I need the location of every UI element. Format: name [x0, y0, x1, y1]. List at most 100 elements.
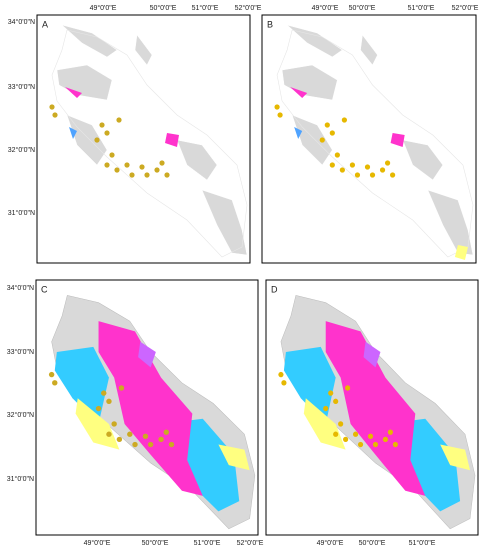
map-panel: B: [261, 14, 477, 264]
site-dot: [164, 172, 170, 178]
site-dot: [52, 112, 58, 118]
map-panel: D: [265, 279, 479, 536]
region: [360, 34, 378, 66]
zone-pink: [98, 321, 203, 496]
site-dot: [341, 117, 347, 123]
site-dot: [328, 390, 334, 396]
site-dot: [354, 172, 361, 178]
site-dot: [104, 130, 110, 136]
site-dot: [142, 433, 149, 439]
site-dot: [333, 398, 339, 405]
site-dot: [352, 431, 359, 437]
site-dot: [349, 162, 356, 168]
site-dot: [132, 441, 138, 448]
site-dot: [116, 117, 122, 123]
site-dot: [129, 172, 135, 178]
site-dot: [154, 167, 160, 173]
site-dot: [159, 160, 165, 166]
zone-pink: [325, 321, 426, 496]
site-dot: [94, 137, 100, 143]
region: [286, 24, 343, 58]
zone-yellow: [440, 444, 471, 471]
site-dot: [118, 385, 125, 391]
panel-frame: [36, 14, 251, 264]
panel-frame: [35, 279, 259, 536]
site-dot: [52, 380, 58, 386]
longitude-label: 49°0'0"E: [90, 4, 117, 12]
site-dot: [387, 429, 394, 435]
site-dot: [111, 421, 117, 427]
longitude-label: 50°0'0"E: [349, 4, 376, 12]
region: [61, 24, 118, 58]
latitude-label: 33°0'0"N: [7, 348, 34, 356]
site-dot: [147, 441, 154, 448]
site-dot: [49, 104, 55, 110]
zone-blue: [283, 346, 336, 424]
map-content: [48, 295, 256, 530]
site-dot: [48, 371, 55, 378]
hotspot: [65, 87, 82, 98]
site-dot: [372, 441, 379, 448]
region: [281, 64, 338, 101]
map-content: [274, 24, 474, 260]
site-dot: [364, 164, 371, 170]
region: [427, 189, 474, 256]
map-content: [278, 295, 476, 530]
region: [402, 139, 444, 181]
latitude-label: 34°0'0"N: [7, 284, 34, 292]
site-dot: [124, 162, 130, 168]
site-dot: [339, 167, 345, 173]
region: [56, 64, 113, 101]
site-dot: [323, 405, 329, 412]
site-dot: [95, 405, 102, 412]
site-dot: [101, 390, 107, 396]
latitude-label: 33°0'0"N: [8, 83, 35, 91]
site-dot: [163, 429, 169, 435]
hotspot: [69, 127, 77, 139]
panel-label: B: [267, 19, 273, 29]
site-dot: [369, 172, 376, 178]
site-dot: [384, 160, 391, 166]
site-dot: [114, 167, 120, 173]
site-dot: [343, 436, 349, 443]
longitude-label: 49°0'0"E: [317, 539, 344, 547]
site-dot: [99, 122, 105, 128]
map-panel: A: [36, 14, 251, 264]
site-dot: [168, 441, 175, 448]
longitude-label: 52°0'0"E: [235, 4, 262, 12]
map-content: [49, 24, 248, 258]
site-dot: [329, 130, 335, 136]
site-dot: [319, 137, 325, 143]
site-dot: [144, 172, 150, 178]
longitude-label: 50°0'0"E: [142, 539, 169, 547]
site-dot: [392, 441, 398, 448]
longitude-label: 51°0'0"E: [409, 539, 436, 547]
site-dot: [324, 122, 330, 128]
latitude-label: 32°0'0"N: [8, 146, 35, 154]
region: [66, 114, 108, 166]
panel-label: D: [271, 284, 278, 294]
site-dot: [109, 152, 115, 158]
site-dot: [382, 436, 389, 443]
panel-label: C: [41, 284, 48, 294]
site-dot: [367, 433, 374, 439]
latitude-label: 32°0'0"N: [7, 411, 34, 419]
latitude-label: 34°0'0"N: [8, 18, 35, 26]
hotspot: [454, 245, 468, 260]
region: [134, 34, 153, 66]
latitude-label: 31°0'0"N: [7, 475, 34, 483]
site-dot: [281, 380, 287, 386]
site-dot: [379, 167, 386, 173]
site-dot: [334, 152, 340, 158]
longitude-label: 52°0'0"E: [237, 539, 264, 547]
longitude-label: 51°0'0"E: [194, 539, 221, 547]
site-dot: [274, 104, 280, 110]
longitude-label: 49°0'0"E: [312, 4, 339, 12]
region: [176, 139, 218, 181]
hotspot: [390, 133, 405, 147]
panel-frame: [265, 279, 479, 536]
hotspot: [294, 127, 303, 139]
site-dot: [139, 164, 145, 170]
site-dot: [158, 436, 164, 443]
